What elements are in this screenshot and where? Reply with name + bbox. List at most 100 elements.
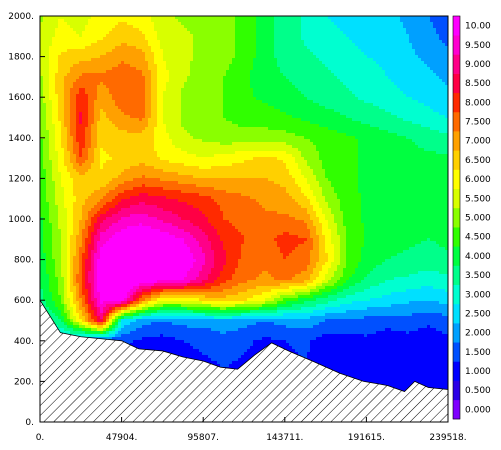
contour-cell	[46, 196, 50, 200]
contour-cell	[73, 139, 77, 143]
contour-cell	[58, 46, 62, 50]
contour-cell	[70, 79, 74, 83]
contour-cell	[85, 235, 89, 239]
contour-cell	[94, 292, 98, 296]
contour-cell	[70, 58, 74, 62]
contour-cell	[46, 64, 50, 68]
contour-cell	[58, 142, 62, 146]
contour-cell	[82, 70, 86, 74]
contour-cell	[52, 37, 56, 41]
contour-cell	[76, 151, 80, 155]
contour-cell	[79, 19, 83, 23]
contour-cell	[55, 52, 59, 56]
contour-cell	[85, 145, 89, 149]
contour-cell	[79, 79, 83, 83]
contour-cell	[85, 316, 89, 320]
contour-cell	[55, 217, 59, 221]
contour-cell	[40, 61, 44, 65]
contour-cell	[64, 94, 68, 98]
contour-cell	[73, 298, 77, 302]
contour-cell	[88, 37, 92, 41]
contour-cell	[67, 229, 71, 233]
contour-cell	[85, 199, 89, 203]
contour-cell	[82, 244, 86, 248]
contour-cell	[61, 58, 65, 62]
contour-cell	[52, 163, 56, 167]
contour-cell	[46, 292, 50, 296]
contour-cell	[49, 25, 53, 29]
contour-cell	[67, 214, 71, 218]
contour-cell	[76, 202, 80, 206]
contour-cell	[73, 82, 77, 86]
contour-cell	[85, 16, 89, 20]
contour-cell	[85, 307, 89, 311]
contour-cell	[85, 166, 89, 170]
contour-cell	[58, 211, 62, 215]
contour-cell	[79, 49, 83, 53]
contour-cell	[64, 214, 68, 218]
contour-cell	[82, 322, 86, 326]
contour-cell	[61, 328, 65, 332]
contour-cell	[82, 292, 86, 296]
contour-cell	[73, 157, 77, 161]
contour-cell	[40, 43, 44, 47]
contour-cell	[82, 271, 86, 275]
contour-cell	[49, 292, 53, 296]
contour-cell	[46, 76, 50, 80]
contour-cell	[58, 244, 62, 248]
contour-cell	[52, 142, 56, 146]
contour-cell	[76, 70, 80, 74]
contour-cell	[82, 73, 86, 77]
contour-cell	[88, 280, 92, 284]
contour-cell	[85, 226, 89, 230]
contour-cell	[73, 250, 77, 254]
contour-cell	[52, 64, 56, 68]
contour-cell	[82, 16, 86, 20]
contour-cell	[40, 148, 44, 152]
contour-cell	[61, 70, 65, 74]
contour-cell	[49, 19, 53, 23]
contour-cell	[94, 49, 98, 53]
contour-cell	[88, 220, 92, 224]
contour-cell	[79, 43, 83, 47]
contour-cell	[82, 91, 86, 95]
contour-cell	[91, 106, 95, 110]
contour-cell	[61, 160, 65, 164]
contour-cell	[43, 70, 47, 74]
contour-cell	[46, 70, 50, 74]
contour-cell	[67, 175, 71, 179]
contour-cell	[91, 49, 95, 53]
contour-cell	[49, 295, 53, 299]
contour-cell	[58, 28, 62, 32]
contour-cell	[55, 76, 59, 80]
contour-cell	[52, 115, 56, 119]
contour-cell	[91, 250, 95, 254]
contour-cell	[91, 130, 95, 134]
contour-cell	[76, 241, 80, 245]
contour-cell	[58, 301, 62, 305]
contour-cell	[67, 199, 71, 203]
contour-cell	[46, 199, 50, 203]
contour-cell	[58, 232, 62, 236]
contour-cell	[55, 316, 59, 320]
contour-cell	[85, 43, 89, 47]
contour-cell	[94, 298, 98, 302]
contour-cell	[61, 49, 65, 53]
contour-cell	[67, 127, 71, 131]
contour-cell	[79, 178, 83, 182]
contour-cell	[85, 283, 89, 287]
contour-cell	[49, 82, 53, 86]
contour-cell	[88, 82, 92, 86]
contour-cell	[43, 31, 47, 35]
contour-cell	[94, 85, 98, 89]
contour-cell	[61, 265, 65, 269]
contour-cell	[52, 97, 56, 101]
contour-cell	[73, 70, 77, 74]
contour-cell	[91, 46, 95, 50]
contour-cell	[49, 100, 53, 104]
contour-cell	[76, 34, 80, 38]
contour-cell	[55, 61, 59, 65]
contour-cell	[52, 136, 56, 140]
contour-cell	[52, 34, 56, 38]
contour-cell	[76, 91, 80, 95]
